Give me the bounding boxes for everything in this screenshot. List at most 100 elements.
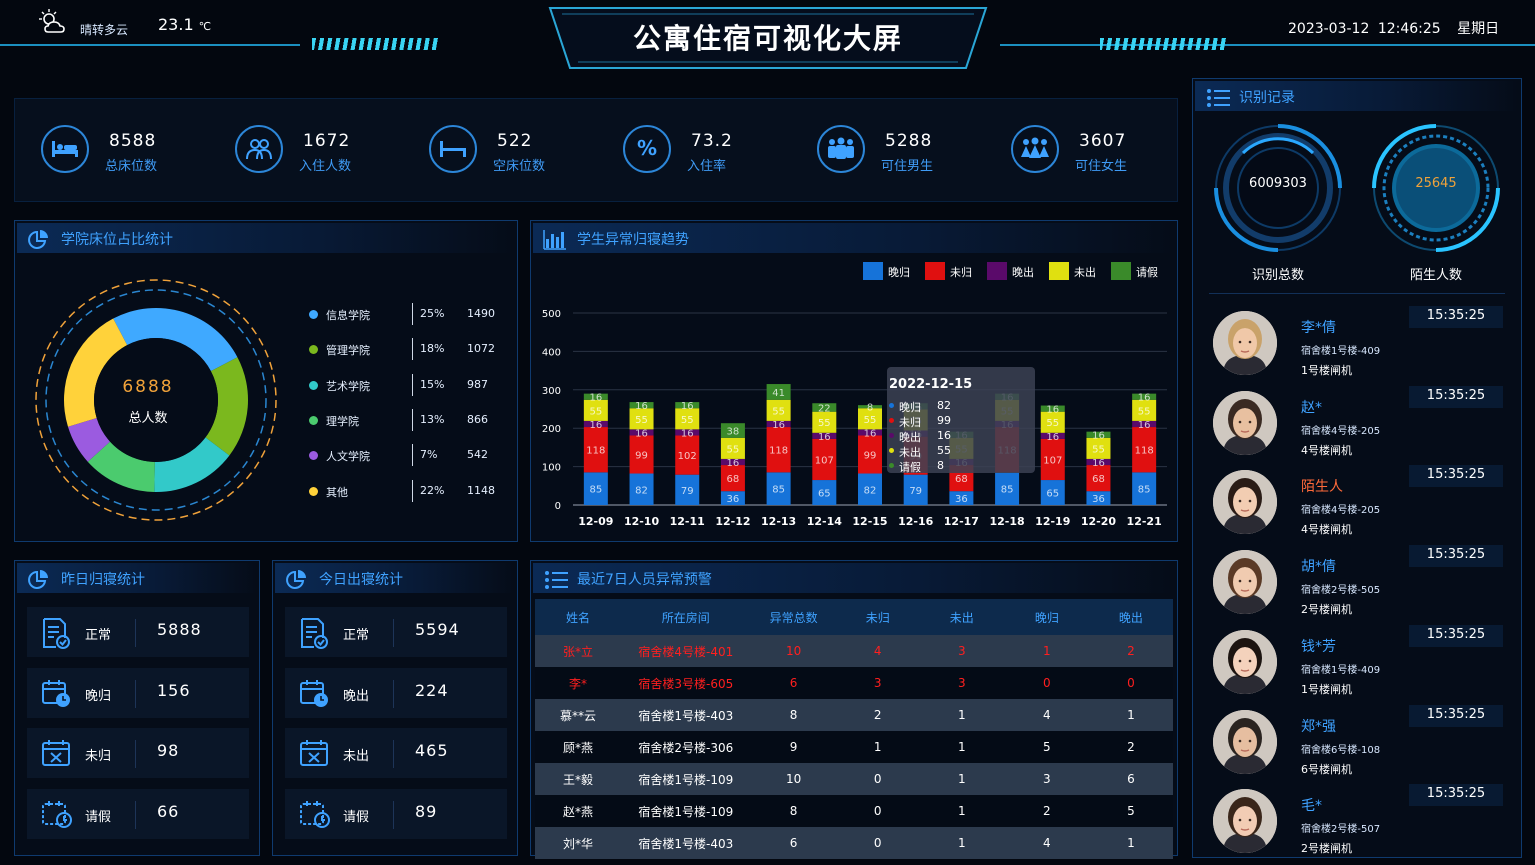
table-cell: 宿舍楼1号楼-403: [621, 699, 751, 731]
stat-row: 未出 465: [285, 728, 507, 778]
table-cell: 3: [918, 667, 1005, 699]
record-gate: 4号楼闸机: [1301, 523, 1352, 537]
x-tick-label: 12-18: [989, 515, 1024, 528]
x-tick-label: 12-21: [1127, 515, 1162, 528]
table-row[interactable]: 慕**云 宿舍楼1号楼-403 8 2 1 4 1: [535, 699, 1173, 731]
bar-value-label: 118: [1135, 446, 1154, 457]
record-time: 15:35:25: [1409, 784, 1503, 807]
x-tick-label: 12-14: [807, 515, 843, 528]
bar-segment: [1086, 491, 1111, 505]
table-cell: 3: [1004, 763, 1089, 795]
x-tick-label: 12-19: [1035, 515, 1070, 528]
bar-segment: [995, 472, 1020, 505]
tooltip-value: 99: [937, 414, 951, 427]
legend-count: 542: [467, 448, 488, 462]
table-cell: 3: [918, 635, 1005, 667]
bar-value-label: 36: [727, 494, 740, 505]
table-header-cell: 未出: [918, 599, 1005, 635]
table-header-cell: 所在房间: [621, 599, 751, 635]
bar-value-label: 118: [586, 446, 605, 457]
x-tick-label: 12-20: [1081, 515, 1117, 528]
bar-segment: [812, 480, 837, 505]
bar-value-label: 107: [815, 455, 834, 466]
table-cell: 10: [750, 763, 837, 795]
table-row[interactable]: 王*毅 宿舍楼1号楼-109 10 0 1 3 6: [535, 763, 1173, 795]
donut-slice: [154, 437, 230, 492]
stat-row-divider: [135, 800, 136, 829]
stat-row-divider: [135, 740, 136, 768]
record-gate: 6号楼闸机: [1301, 762, 1352, 776]
record-name: 李*倩: [1301, 320, 1336, 336]
stranger-value: 25645: [1415, 176, 1457, 191]
y-tick-label: 100: [542, 463, 561, 474]
yesterday-panel-title: 昨日归寝统计: [61, 572, 145, 588]
bar-segment: [629, 408, 654, 430]
y-tick-label: 500: [542, 309, 561, 320]
legend-name: 艺术学院: [326, 379, 370, 393]
legend-dot: [309, 380, 318, 390]
title-frame: 公寓住宿可视化大屏: [548, 6, 988, 70]
table-cell: 1: [918, 795, 1005, 827]
table-row[interactable]: 刘*华 宿舍楼1号楼-403 6 0 1 4 1: [535, 827, 1173, 859]
table-cell: 1: [918, 699, 1005, 731]
legend-percent: 15%: [420, 377, 445, 391]
alert-panel-header: 最近7日人员异常预警: [533, 563, 1175, 593]
legend-dot: [309, 486, 318, 496]
bar-value-label: 55: [772, 406, 785, 417]
table-row[interactable]: 张*立 宿舍楼4号楼-401 10 4 3 1 2: [535, 635, 1173, 667]
record-name: 赵*: [1301, 399, 1322, 416]
legend-percent: 18%: [420, 342, 445, 356]
legend-percent: 22%: [420, 483, 445, 497]
stat-row-divider: [135, 679, 136, 708]
stat-row-value: 66: [157, 801, 180, 821]
bar-segment: [858, 435, 882, 474]
bar-value-label: 65: [1046, 489, 1059, 500]
legend-label: 请假: [1136, 265, 1158, 279]
bar-segment: [629, 402, 654, 409]
stat-row-value: 98: [157, 741, 180, 760]
stat-row-value: 465: [415, 741, 449, 760]
table-cell: 1: [1088, 827, 1173, 859]
records-panel-header: 识别记录: [1195, 81, 1519, 111]
table-cell: 5: [1088, 795, 1173, 827]
table-cell: 宿舍楼4号楼-401: [621, 635, 751, 667]
total-gauge: 6009303: [1213, 123, 1343, 253]
legend-dot: [309, 345, 318, 355]
calendar-clock-icon: [41, 678, 71, 708]
table-cell: 1: [1088, 699, 1173, 731]
list-icon: [1205, 87, 1230, 109]
bar-segment: [583, 399, 608, 421]
bar-value-label: 99: [864, 451, 877, 462]
bar-value-label: 16: [1046, 405, 1059, 416]
bar-value-label: 16: [1138, 393, 1151, 404]
table-cell: 0: [836, 763, 919, 795]
bar-segment: [812, 438, 837, 481]
bar-segment: [675, 429, 700, 436]
stat-row: 晚归 156: [27, 667, 249, 718]
calendar-clock-icon: [299, 678, 329, 708]
stat-value: 3607: [1079, 131, 1127, 151]
table-row[interactable]: 李* 宿舍楼3号楼-605 6 3 3 0 0: [535, 667, 1173, 699]
record-gate: 2号楼闸机: [1301, 842, 1352, 856]
date-time: 2023-03-12 12:46:25 星期日: [1288, 18, 1499, 38]
bar-value-label: 55: [864, 415, 877, 426]
bar-value-label: 55: [727, 444, 740, 455]
table-header-cell: 未归: [836, 599, 919, 635]
bar-value-label: 55: [818, 418, 831, 429]
table-row[interactable]: 赵*燕 宿舍楼1号楼-109 8 0 1 2 5: [535, 795, 1173, 827]
stat-label: 空床位数: [493, 159, 546, 174]
bar-value-label: 55: [589, 406, 602, 417]
donut-slice: [67, 418, 111, 462]
table-cell: 5: [1004, 731, 1089, 763]
table-row[interactable]: 顾*燕 宿舍楼2号楼-306 9 1 1 5 2: [535, 731, 1173, 763]
table-cell: 1: [918, 827, 1005, 859]
tooltip-date: 2022-12-15: [889, 377, 973, 392]
bar-segment: [1040, 438, 1065, 481]
legend-divider: [412, 303, 413, 325]
y-tick-label: 400: [542, 347, 561, 358]
bar-segment: [766, 399, 791, 421]
total-value: 6009303: [1249, 176, 1307, 191]
bar-value-label: 55: [1046, 418, 1059, 429]
stat-row-divider: [393, 679, 394, 708]
